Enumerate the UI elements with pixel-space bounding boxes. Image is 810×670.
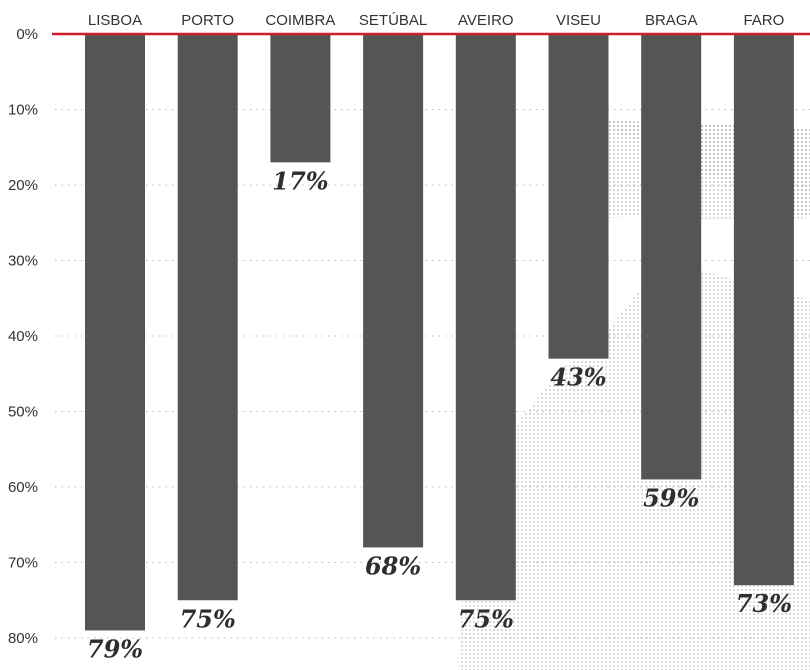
y-tick-label: 80% — [8, 630, 38, 647]
y-tick-label: 0% — [16, 26, 38, 43]
bar-setúbal — [363, 34, 424, 548]
value-label: 79% — [87, 634, 143, 663]
y-tick-label: 50% — [8, 404, 38, 421]
category-label: PORTO — [181, 12, 234, 29]
bar-viseu — [548, 34, 609, 359]
value-labels: 79% 75% 17% 68% 75% 43% 59% 73% — [87, 166, 792, 663]
bar-coimbra — [270, 34, 331, 163]
bar-faro — [733, 34, 794, 586]
value-label: 75% — [458, 604, 514, 633]
y-axis-ticks: 0% 10% 20% 30% 40% 50% 60% 70% 80% — [8, 26, 38, 647]
category-label: VISEU — [556, 12, 601, 29]
y-tick-label: 60% — [8, 479, 38, 496]
category-labels: LISBOA PORTO COIMBRA SETÚBAL AVEIRO VISEU BRAG… — [88, 12, 784, 29]
y-tick-label: 70% — [8, 555, 38, 572]
bar-braga — [641, 34, 702, 480]
category-label: LISBOA — [88, 12, 142, 29]
bars — [85, 34, 794, 631]
category-label: FARO — [743, 12, 784, 29]
value-label: 68% — [365, 551, 421, 580]
bar-porto — [177, 34, 238, 601]
grid-lines — [55, 109, 810, 639]
y-tick-label: 10% — [8, 102, 38, 119]
value-label: 59% — [643, 483, 699, 512]
category-label: AVEIRO — [458, 12, 514, 29]
value-label: 17% — [272, 166, 328, 195]
category-label: SETÚBAL — [359, 12, 427, 29]
value-label: 73% — [736, 589, 792, 618]
y-tick-label: 30% — [8, 253, 38, 270]
value-label: 43% — [550, 363, 606, 392]
bar-aveiro — [455, 34, 516, 601]
y-tick-label: 40% — [8, 328, 38, 345]
category-label: COIMBRA — [265, 12, 335, 29]
y-tick-label: 20% — [8, 177, 38, 194]
category-label: BRAGA — [645, 12, 698, 29]
value-label: 75% — [180, 604, 236, 633]
bar-lisboa — [85, 34, 145, 631]
